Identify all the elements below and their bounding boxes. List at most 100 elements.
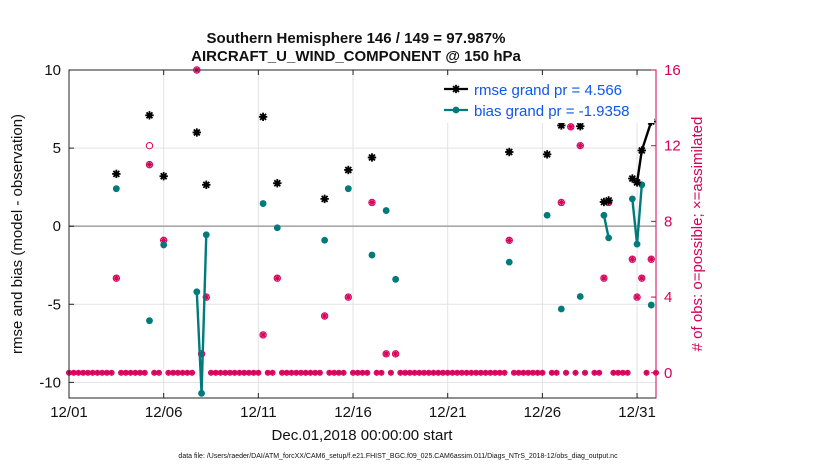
star-stroke [582,370,588,375]
obs-count-zero-marker [118,370,124,376]
obs-count-assimilated-marker [506,237,513,244]
rmse-point [273,179,282,188]
star-stroke [521,370,526,375]
star-stroke [402,370,408,375]
obs-count-zero-marker [554,370,559,376]
obs-count-assimilated-marker [648,256,655,263]
obs-count-possible-marker [382,350,390,358]
bias-point [505,258,513,266]
obs-count-zero-marker [364,370,370,376]
star-stroke [193,128,201,137]
star-stroke [237,370,242,375]
star-stroke [259,113,267,121]
obs-count-zero-marker [502,370,507,376]
obs-count-zero-marker [535,370,541,376]
obs-count-zero-marker [511,370,517,376]
obs-count-assimilated-marker [634,294,640,300]
star-stroke [189,370,195,375]
legend-rmse-star [451,84,461,94]
bias-point [193,288,201,296]
x-tick-label: 12/01 [50,404,88,421]
obs-count-zero-marker [364,369,371,376]
bias-point [273,224,281,232]
star-stroke [506,237,512,243]
obs-count-zero-marker [104,370,110,376]
y-tick-label: -10 [39,374,61,391]
star-stroke [459,370,465,375]
obs-count-zero-marker [563,370,569,376]
obs-count-assimilated-marker [369,199,375,206]
star-stroke [488,370,493,375]
obs-count-zero-marker [473,370,479,376]
bias-point [112,185,120,193]
star-stroke [455,370,460,375]
star-stroke [202,181,210,189]
obs-count-zero-marker [246,370,252,376]
obs-count-zero-marker [407,370,413,376]
star-stroke [133,370,138,375]
obs-count-zero-marker [76,370,81,376]
obs-count-zero-marker [331,370,337,376]
obs-count-zero-marker [90,370,96,376]
bias-line-segment [195,234,208,395]
obs-count-zero-marker [378,369,385,376]
y-tick-label: 0 [53,218,61,235]
star-stroke [388,370,394,375]
star-stroke [232,370,237,375]
star-stroke [638,146,646,155]
obs-count-zero-marker [155,369,162,376]
bias-point [202,231,210,239]
star-stroke [341,370,346,375]
y-axis-right: 16 12 8 4 0 [651,62,681,398]
x-tick-label: 12/06 [145,404,183,421]
star-stroke [279,370,285,375]
obs-count-possible-marker [273,274,281,282]
star-stroke [365,370,370,375]
star-stroke [648,256,654,262]
star-stroke [450,370,455,375]
y2-tick-label: 0 [664,365,672,382]
y2-tick-label: 4 [664,289,672,306]
bias-point [647,301,655,309]
obs-count-zero-marker [128,370,133,376]
obs-count-zero-marker [222,370,228,376]
star-stroke [303,370,308,375]
obs-count-zero-marker [501,369,508,376]
rmse-point [576,122,585,131]
bias-point [160,241,168,249]
x-tick-label: 12/16 [334,404,372,421]
obs-count-zero-marker [397,370,403,376]
star-stroke [317,370,323,375]
star-stroke [289,370,294,375]
x-axis: 12/01 12/06 12/11 12/16 12/21 12/26 12/31 [50,70,656,421]
star-stroke [557,121,565,130]
star-stroke [90,370,95,375]
bias-point [600,211,608,219]
obs-count-possible-marker [567,123,575,131]
star-stroke [327,370,332,375]
star-stroke [505,148,513,156]
obs-count-zero-marker [421,370,427,376]
obs-count-zero-marker [265,370,271,376]
star-stroke [128,370,133,375]
star-stroke [597,370,602,375]
obs-count-assimilated-marker [638,275,645,281]
obs-count-possible-marker [344,293,352,301]
obs-count-zero-marker [237,370,242,376]
star-stroke [350,370,356,375]
star-stroke [273,179,281,187]
rmse-point [604,196,613,205]
obs-count-zero-marker [284,370,290,376]
obs-count-zero-marker [643,369,650,376]
star-stroke [369,200,375,205]
star-stroke [76,370,81,375]
obs-count-possible-marker [391,350,400,358]
star-stroke [601,275,607,281]
star-stroke [469,370,474,375]
rmse-point [192,128,202,137]
star-stroke [633,178,641,187]
star-stroke [223,370,228,375]
legend-rmse-label: rmse grand pr = 4.566 [474,82,622,99]
rmse-point [145,111,154,120]
legend-rmse-marker [451,84,461,94]
